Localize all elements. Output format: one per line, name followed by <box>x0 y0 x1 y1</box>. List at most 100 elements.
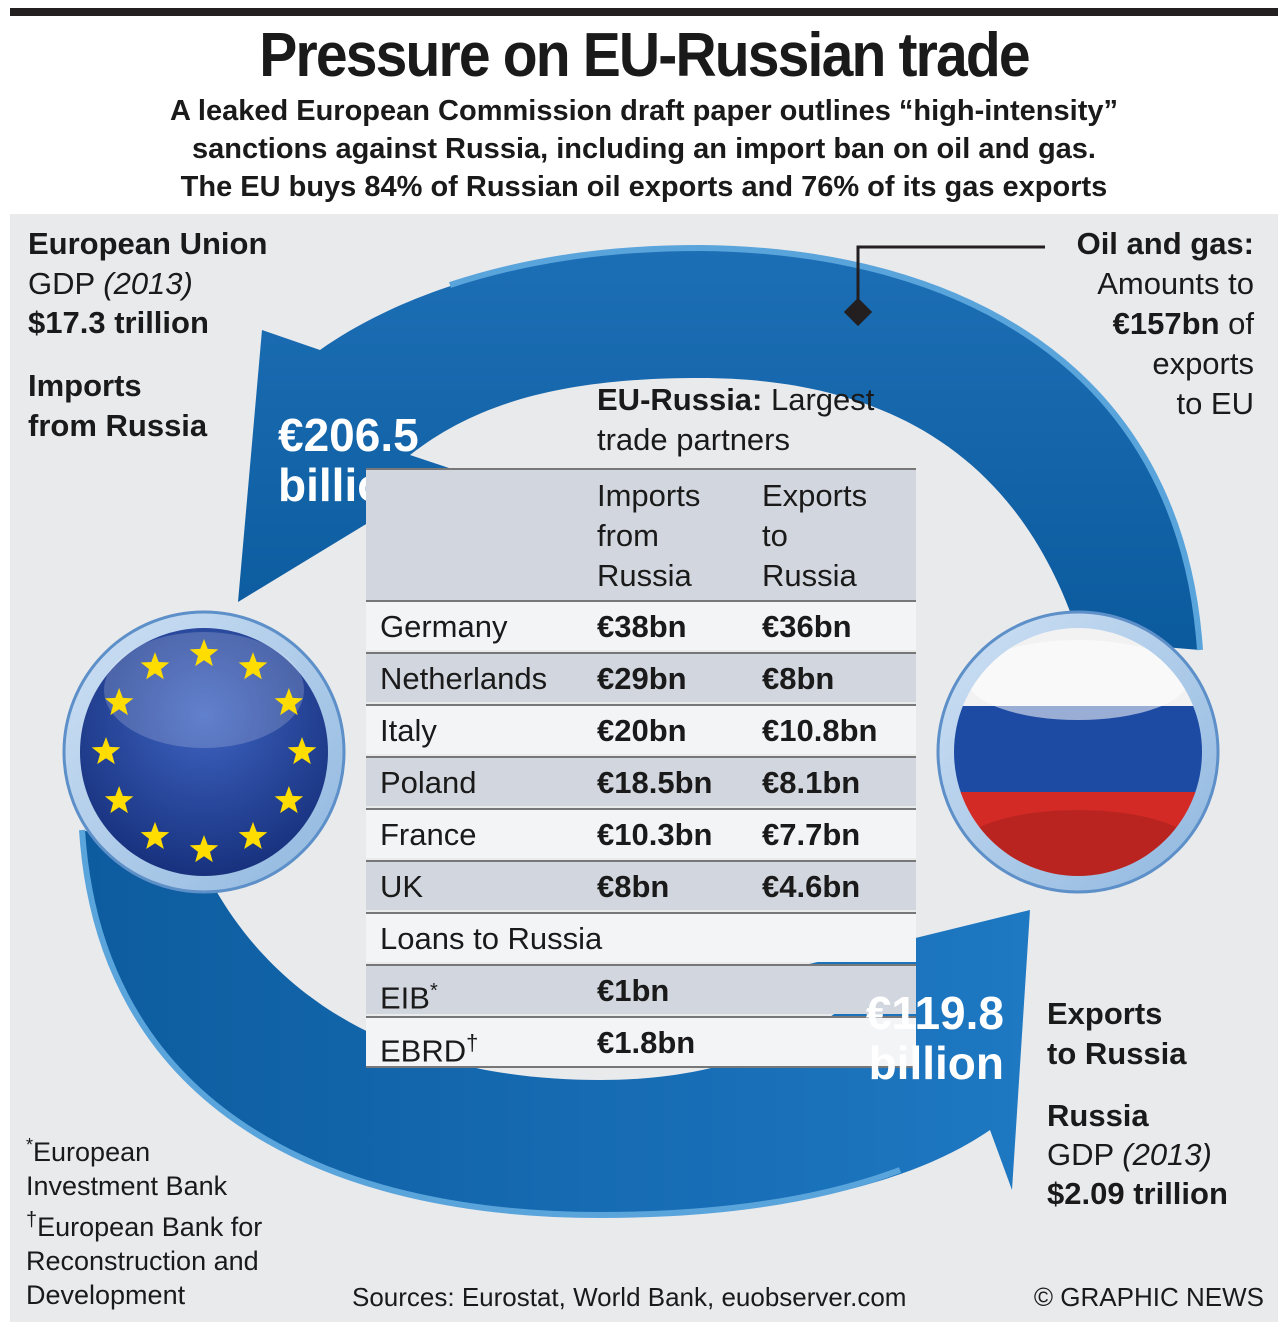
imports-label-line: Imports <box>28 368 142 403</box>
eu-star-icon <box>104 688 134 716</box>
imports-cell: €8bn <box>597 869 670 904</box>
table-row: Germany €38bn €36bn <box>366 600 916 650</box>
table-heading-line: EU-Russia: Largest <box>597 380 874 420</box>
page-title: Pressure on EU-Russian trade <box>259 21 1030 90</box>
russia-name: Russia <box>1047 1098 1149 1133</box>
oil-gas-value: €157bn <box>1112 306 1220 341</box>
country-cell: Germany <box>380 609 508 644</box>
exports-cell: €8.1bn <box>762 765 861 800</box>
footnote-text: Investment Bank <box>26 1171 228 1201</box>
imports-cell: €38bn <box>597 609 687 644</box>
imports-cell: €10.3bn <box>597 817 713 852</box>
imports-cell: €18.5bn <box>597 765 713 800</box>
eu-star-icon <box>274 786 304 814</box>
eu-star-icon <box>140 652 170 680</box>
eu-gdp-label: GDP (2013) <box>28 264 193 304</box>
footnote-mark: † <box>26 1209 38 1231</box>
credit: © GRAPHIC NEWS <box>1033 1282 1264 1312</box>
lender-mark: * <box>429 980 438 1002</box>
col-header-line: from <box>597 518 659 553</box>
country-cell: Netherlands <box>380 661 548 696</box>
imports-label: Imports from Russia <box>28 366 207 446</box>
oil-gas-line: to EU <box>1176 386 1254 421</box>
imports-label-line: from Russia <box>28 408 208 443</box>
table-row: Poland €18.5bn €8.1bn <box>366 756 916 806</box>
russia-gdp-year: (2013) <box>1122 1137 1212 1172</box>
table-heading-rest: Largest <box>771 382 875 417</box>
table-row: Netherlands €29bn €8bn <box>366 652 916 702</box>
loans-label: Loans to Russia <box>380 921 603 956</box>
eu-star-icon <box>287 737 317 765</box>
loans-heading-row: Loans to Russia <box>366 912 916 962</box>
oil-gas-title: Oil and gas: <box>1076 226 1254 261</box>
lender-name: EIB <box>380 980 430 1016</box>
eu-star-icon <box>140 821 170 849</box>
imports-arrow <box>238 248 1200 650</box>
country-cell: Italy <box>380 713 437 748</box>
eu-star-icon <box>104 786 134 814</box>
country-cell: UK <box>380 869 424 904</box>
subtitle-line: A leaked European Commission draft paper… <box>169 95 1118 127</box>
eu-gdp-text: GDP <box>28 266 95 301</box>
eu-star-icon <box>274 688 304 716</box>
russia-gdp-label: GDP (2013) <box>1047 1135 1212 1175</box>
col-imports-header: Imports from Russia <box>597 476 700 596</box>
russia-gdp-value: $2.09 trillion <box>1047 1176 1228 1211</box>
footnote-text: European <box>33 1137 151 1167</box>
table-row: UK €8bn €4.6bn <box>366 860 916 910</box>
table-header: Imports from Russia Exports to Russia <box>366 468 916 600</box>
subtitle-line: The EU buys 84% of Russian oil exports a… <box>180 171 1108 203</box>
exports-label-line: to Russia <box>1047 1036 1187 1071</box>
exports-cell: €36bn <box>762 609 852 644</box>
loan-row: EIB* €1bn <box>366 964 916 1017</box>
russia-gdp-text: GDP <box>1047 1137 1114 1172</box>
subtitle: A leaked European Commission draft paper… <box>20 92 1268 206</box>
table-heading-bold: EU-Russia: <box>597 382 763 417</box>
exports-label-line: Exports <box>1047 996 1163 1031</box>
eu-flag-ball <box>62 610 346 894</box>
country-cell: Poland <box>380 765 477 800</box>
table-row: Italy €20bn €10.8bn <box>366 704 916 754</box>
oil-gas-value-line: €157bn of <box>994 304 1254 344</box>
lender-cell: EBRD† <box>380 1024 478 1070</box>
table-heading-line2: trade partners <box>597 422 790 457</box>
col-exports-header: Exports to Russia <box>762 476 867 596</box>
eu-star-icon <box>91 737 121 765</box>
footnote-eib: *European <box>26 1128 262 1169</box>
exports-value-amount: €119.8 <box>865 987 1004 1039</box>
imports-cell: €20bn <box>597 713 687 748</box>
oil-gas-callout: Oil and gas: Amounts to €157bn of export… <box>994 224 1254 424</box>
table-row: France €10.3bn €7.7bn <box>366 808 916 858</box>
country-cell: France <box>380 817 477 852</box>
top-rule <box>10 8 1278 16</box>
eu-star-icon <box>189 835 219 863</box>
footnotes: *European Investment Bank †European Bank… <box>26 1128 262 1312</box>
loan-row: EBRD† €1.8bn <box>366 1016 916 1068</box>
exports-cell: €7.7bn <box>762 817 861 852</box>
exports-cell: €4.6bn <box>762 869 861 904</box>
eu-gdp-year: (2013) <box>103 266 193 301</box>
oil-gas-pointer <box>856 245 1045 310</box>
sources: Sources: Eurostat, World Bank, euobserve… <box>352 1282 907 1312</box>
exports-value: €119.8 billion <box>820 988 1004 1088</box>
col-header-line: Exports <box>762 478 868 513</box>
loan-value-cell: €1bn <box>597 973 670 1008</box>
table-heading: EU-Russia: Largest trade partners <box>597 380 874 460</box>
exports-value-unit: billion <box>868 1037 1004 1089</box>
footnote-mark: * <box>26 1135 34 1155</box>
col-header-line: Russia <box>597 558 692 593</box>
lender-cell: EIB* <box>380 972 438 1017</box>
footnote-text: European Bank for <box>37 1212 263 1242</box>
imports-value-amount: €206.5 <box>278 409 419 461</box>
col-header-line: Imports <box>597 478 701 513</box>
russia-flag-ball <box>936 610 1220 894</box>
col-header-line: Russia <box>762 558 857 593</box>
footnote-text: Reconstruction and <box>26 1246 259 1276</box>
exports-label: Exports to Russia <box>1047 994 1187 1074</box>
col-header-line: to <box>762 518 788 553</box>
eu-star-icon <box>238 652 268 680</box>
eu-star-icon <box>238 821 268 849</box>
eu-gdp-value: $17.3 trillion <box>28 305 209 340</box>
oil-gas-of: of <box>1228 306 1254 341</box>
